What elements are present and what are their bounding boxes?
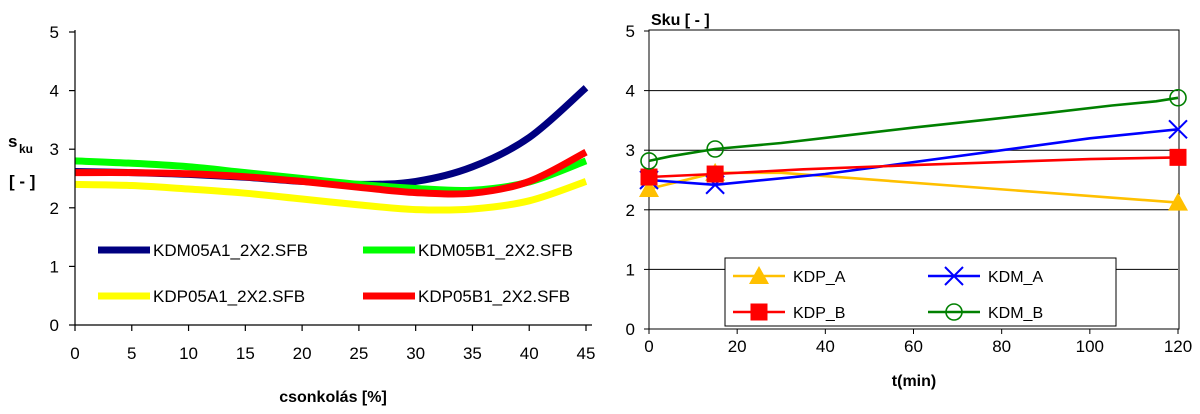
right-y-tick-label: 2 bbox=[626, 201, 635, 220]
left-legend-label-kdm05a1-2x2-sfb: KDM05A1_2X2.SFB bbox=[153, 241, 308, 260]
left-y-tick-label: 1 bbox=[50, 257, 59, 276]
right-y-tick-label: 0 bbox=[626, 320, 635, 339]
right-y-tick-label: 3 bbox=[626, 141, 635, 160]
left-x-tick-label: 20 bbox=[293, 344, 312, 363]
left-x-tick-label: 30 bbox=[406, 344, 425, 363]
right-legend-marker-kdp-b bbox=[751, 304, 768, 321]
left-x-tick-label: 0 bbox=[70, 344, 79, 363]
left-x-axis-title: csonkolás [%] bbox=[279, 389, 387, 406]
right-legend: KDP_A KDM_A KDP_B KDM_B bbox=[725, 258, 1116, 326]
right-point-kdp-b bbox=[641, 169, 658, 186]
right-x-axis-title: t(min) bbox=[892, 373, 936, 390]
left-y-tick-label: 0 bbox=[50, 316, 59, 335]
right-legend-label-kdp-a: KDP_A bbox=[793, 269, 846, 286]
left-legend-label-kdp05b1-2x2-sfb: KDP05B1_2X2.SFB bbox=[418, 287, 570, 306]
left-y-label-unit: [ - ] bbox=[9, 172, 35, 191]
left-y-tick-label: 2 bbox=[50, 199, 59, 218]
left-x-tick-label: 5 bbox=[127, 344, 136, 363]
left-x-tick-label: 45 bbox=[577, 344, 596, 363]
right-x-tick-label: 20 bbox=[728, 337, 747, 356]
left-y-tick-label: 4 bbox=[50, 82, 59, 101]
left-legend-label-kdm05b1-2x2-sfb: KDM05B1_2X2.SFB bbox=[418, 241, 573, 260]
right-y-tick-label: 5 bbox=[626, 22, 635, 41]
right-x-tick-label: 120 bbox=[1164, 337, 1192, 356]
right-point-kdp-b bbox=[1170, 149, 1187, 166]
right-chart: 0 1 2 3 4 5 0 20 40 60 80 100 120 Sku [ - ] t(min) K… bbox=[626, 12, 1193, 390]
right-x-tick-label: 40 bbox=[816, 337, 835, 356]
left-series-layer bbox=[75, 88, 586, 210]
left-legend: KDM05A1_2X2.SFB KDM05B1_2X2.SFB KDP05A1_2X… bbox=[98, 241, 573, 306]
right-y-tick-label: 4 bbox=[626, 82, 635, 101]
right-y-tick-label: 1 bbox=[626, 260, 635, 279]
right-point-kdp-b bbox=[707, 166, 724, 183]
right-legend-label-kdp-b: KDP_B bbox=[793, 305, 845, 322]
right-x-tick-label: 100 bbox=[1076, 337, 1104, 356]
left-legend-label-kdp05a1-2x2-sfb: KDP05A1_2X2.SFB bbox=[153, 287, 305, 306]
right-legend-label-kdm-a: KDM_A bbox=[988, 269, 1043, 286]
right-legend-box bbox=[725, 258, 1116, 326]
right-legend-label-kdm-b: KDM_B bbox=[988, 305, 1043, 322]
right-x-tick-label: 0 bbox=[644, 337, 653, 356]
left-y-tick-label: 5 bbox=[50, 23, 59, 42]
left-y-label-sub: ku bbox=[19, 142, 33, 156]
left-x-tick-label: 25 bbox=[349, 344, 368, 363]
left-x-tick-label: 35 bbox=[463, 344, 482, 363]
left-x-tick-label: 15 bbox=[236, 344, 255, 363]
left-y-label-main: s bbox=[8, 132, 17, 151]
left-y-tick-label: 3 bbox=[50, 140, 59, 159]
left-x-tick-label: 40 bbox=[520, 344, 539, 363]
right-y-axis-title: Sku [ - ] bbox=[651, 12, 710, 29]
right-x-tick-label: 60 bbox=[904, 337, 923, 356]
left-x-tick-label: 10 bbox=[179, 344, 198, 363]
right-x-tick-label: 80 bbox=[992, 337, 1011, 356]
